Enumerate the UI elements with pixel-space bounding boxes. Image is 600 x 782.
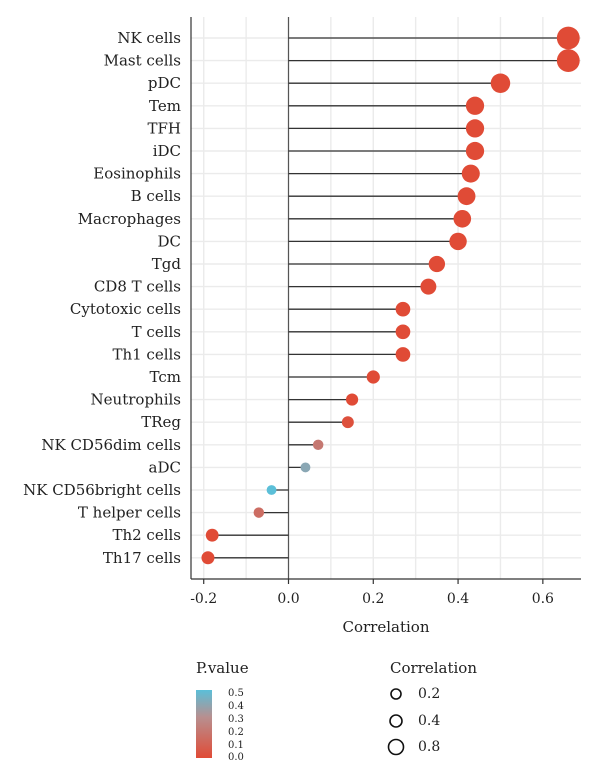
size-legend-circle xyxy=(387,738,405,756)
category-label: Tem xyxy=(149,97,181,115)
size-legend-circle xyxy=(389,714,403,728)
color-tick-label: 0.1 xyxy=(228,740,244,751)
category-label: Th17 cells xyxy=(103,549,181,567)
color-tick-label: 0.0 xyxy=(228,752,244,763)
size-legend-markers xyxy=(387,688,405,756)
category-label: Eosinophils xyxy=(93,165,181,183)
color-tick-label: 0.5 xyxy=(228,688,244,699)
data-point xyxy=(346,393,359,406)
data-point xyxy=(395,324,411,340)
category-label: T helper cells xyxy=(78,504,181,522)
category-label: NK CD56dim cells xyxy=(41,436,181,454)
category-label: B cells xyxy=(131,187,181,205)
data-point xyxy=(201,551,215,565)
category-label: Neutrophils xyxy=(91,391,181,409)
data-point xyxy=(205,528,219,542)
data-point xyxy=(253,507,265,518)
color-tick-label: 0.2 xyxy=(228,727,244,738)
category-label: CD8 T cells xyxy=(94,278,181,296)
data-point xyxy=(395,347,411,362)
x-tick-label: 0.4 xyxy=(447,591,469,607)
data-point xyxy=(266,485,277,495)
data-point xyxy=(428,255,446,273)
data-point xyxy=(490,73,511,93)
category-label: NK cells xyxy=(117,29,181,47)
data-point xyxy=(556,26,580,50)
category-label: DC xyxy=(157,232,181,250)
category-label: Macrophages xyxy=(78,210,181,228)
category-label: aDC xyxy=(149,458,181,476)
category-label: Mast cells xyxy=(104,52,181,70)
data-point xyxy=(465,119,485,138)
category-label: Th1 cells xyxy=(112,345,181,363)
color-tick-label: 0.3 xyxy=(228,714,244,725)
x-tick-label: -0.2 xyxy=(190,591,217,607)
data-point xyxy=(395,301,411,317)
category-label: pDC xyxy=(148,74,181,92)
size-legend-circle xyxy=(390,688,402,700)
category-label: TFH xyxy=(148,119,182,137)
x-tick-label: 0.0 xyxy=(277,591,299,607)
category-label: TReg xyxy=(141,413,181,431)
data-point xyxy=(449,232,467,251)
data-point xyxy=(465,141,485,161)
data-point xyxy=(453,209,472,228)
size-legend-label: 0.8 xyxy=(418,739,441,755)
color-legend-title: P.value xyxy=(196,659,249,677)
x-tick-label: 0.6 xyxy=(532,591,554,607)
data-point xyxy=(556,49,580,73)
data-point xyxy=(457,187,476,206)
size-legend-label: 0.4 xyxy=(418,713,441,729)
category-label: Tcm xyxy=(150,368,181,386)
category-label: Tgd xyxy=(152,255,182,273)
color-legend-bar xyxy=(196,690,212,758)
data-point xyxy=(312,439,324,451)
category-label: Cytotoxic cells xyxy=(70,300,181,318)
data-point xyxy=(341,416,354,429)
category-label: NK CD56bright cells xyxy=(23,481,181,499)
data-point xyxy=(465,96,485,115)
x-tick-label: 0.2 xyxy=(362,591,384,607)
data-point xyxy=(366,370,380,384)
category-label: iDC xyxy=(153,142,181,160)
size-legend-title: Correlation xyxy=(390,659,477,677)
x-axis-title: Correlation xyxy=(343,618,430,636)
category-label: Th2 cells xyxy=(112,526,181,544)
data-point xyxy=(420,278,437,295)
size-legend-label: 0.2 xyxy=(418,686,441,702)
plot-panel xyxy=(191,17,581,579)
data-point xyxy=(300,462,311,473)
data-point xyxy=(461,164,480,183)
color-tick-label: 0.4 xyxy=(228,701,244,712)
category-label: T cells xyxy=(132,323,181,341)
